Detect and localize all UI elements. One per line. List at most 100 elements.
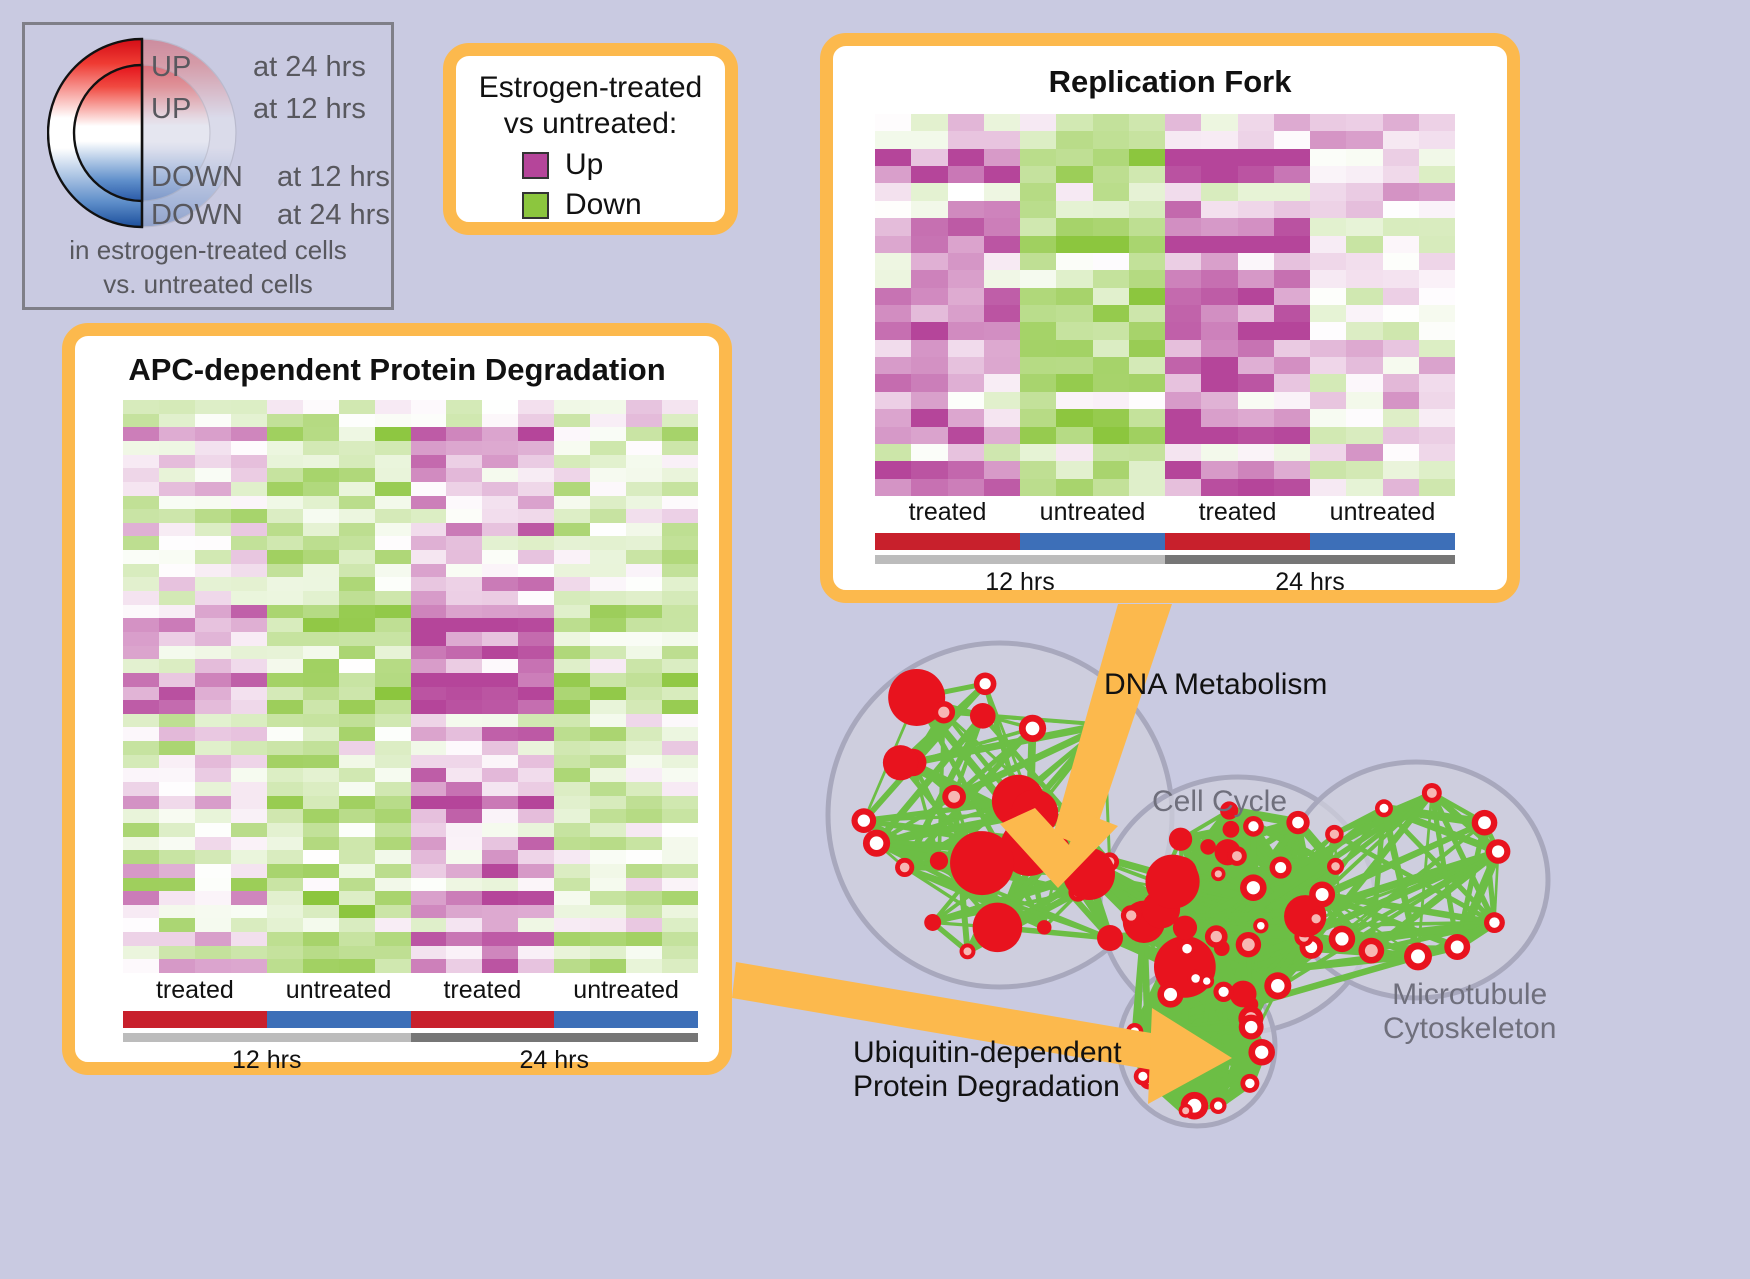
network-node [1209,1097,1227,1115]
network-edge [1109,935,1223,952]
concentric-circle-diagram [47,37,237,229]
network-node [1240,1073,1260,1093]
network-edge [1236,852,1336,870]
network-edge [1191,912,1311,1108]
network-edge [1234,852,1319,922]
network-edge [1181,845,1212,929]
network-edge [1184,912,1309,969]
network-edge [1184,944,1312,970]
network-edge [1382,804,1500,855]
network-edge [876,841,1090,876]
cluster-label-microtubule: Microtubule Cytoskeleton [1383,978,1556,1046]
network-edge [1178,872,1188,928]
network-edge [1278,866,1310,916]
network-edge [1167,994,1189,1112]
network-node [898,748,927,777]
treatment-bar-segment [875,533,1020,550]
network-edge [1275,790,1435,988]
network-edge [1182,990,1227,1112]
network-edge [981,844,1061,865]
network-edge [1215,934,1249,947]
network-edge [1304,914,1315,948]
network-edge [1190,935,1220,982]
network-edge [1251,885,1307,940]
network-edge [1430,791,1486,825]
network-node [1327,857,1345,875]
network-edge [1192,791,1434,982]
network-edge [1134,1024,1252,1035]
network-edge [1141,852,1240,926]
network-edge [1216,948,1224,1106]
network-edge [916,695,1033,731]
network-edge [1241,917,1318,996]
network-edge [1172,878,1254,891]
network-edge [1131,1031,1147,1077]
network-edge [951,796,971,952]
network-edge [876,841,1079,894]
network-node [1122,900,1166,944]
network-edge [903,865,1046,930]
network-edge [1169,990,1253,1031]
network-edge [1192,916,1318,983]
network-edge [1157,844,1212,912]
network-edge [1179,871,1309,917]
time-bar-segment [123,1033,411,1042]
network-edge [1159,907,1187,930]
cluster-region [1281,759,1551,1001]
network-edge [1183,923,1262,969]
network-edge [932,920,998,930]
network-edge [1130,911,1218,941]
network-edge [1302,848,1500,940]
network-edge [863,811,1035,823]
network-edge [1248,942,1312,950]
network-edge [1251,885,1307,919]
network-edge [1182,863,1283,932]
network-edge [1257,924,1282,987]
network-node [1284,895,1327,938]
network-node [1199,973,1215,989]
network-node [972,902,1023,953]
network-edge [1057,844,1081,894]
network-edge [952,724,1101,800]
group-label: treated [155,976,234,1004]
network-edge [1141,992,1245,1079]
network-edge [1134,1024,1252,1035]
network-edge [938,836,1046,865]
network-edge [1140,911,1311,1079]
network-edge [1182,925,1246,996]
network-edge [1131,912,1308,918]
network-edge [1136,1014,1252,1052]
network-edge [1131,991,1174,1035]
network-edge [1182,934,1219,969]
updown-legend-panel: Estrogen-treated vs untreated: Up Down [443,43,738,235]
network-edge [1142,1017,1252,1078]
network-edge [1242,984,1279,996]
network-edge [1215,923,1262,939]
network-edge [875,799,1019,846]
network-edge [1131,1031,1141,1048]
network-edge [1109,935,1249,948]
network-edge [1143,912,1308,924]
network-edge [1057,843,1187,970]
network-edge [1087,871,1218,940]
network-edge [861,817,1047,931]
network-edge [1146,1013,1254,1084]
network-edge [1133,1026,1263,1058]
network-edge [1260,923,1305,939]
network-edge [1182,966,1197,1106]
network-edge [1160,907,1305,939]
legend-footer-line1: in estrogen-treated cells [69,235,347,265]
network-edge [1380,807,1422,958]
network-edge [1216,1050,1264,1108]
network-edge [1183,851,1230,929]
network-edge [1182,980,1210,1112]
network-node [1163,856,1198,890]
network-edge [1180,836,1336,870]
network-edge [1109,934,1305,941]
network-edge [1186,935,1217,951]
network-edge [1251,884,1318,922]
network-edge [1157,880,1176,911]
network-edge [1182,925,1246,996]
network-edge [1192,977,1244,997]
network-edge [1382,806,1497,925]
